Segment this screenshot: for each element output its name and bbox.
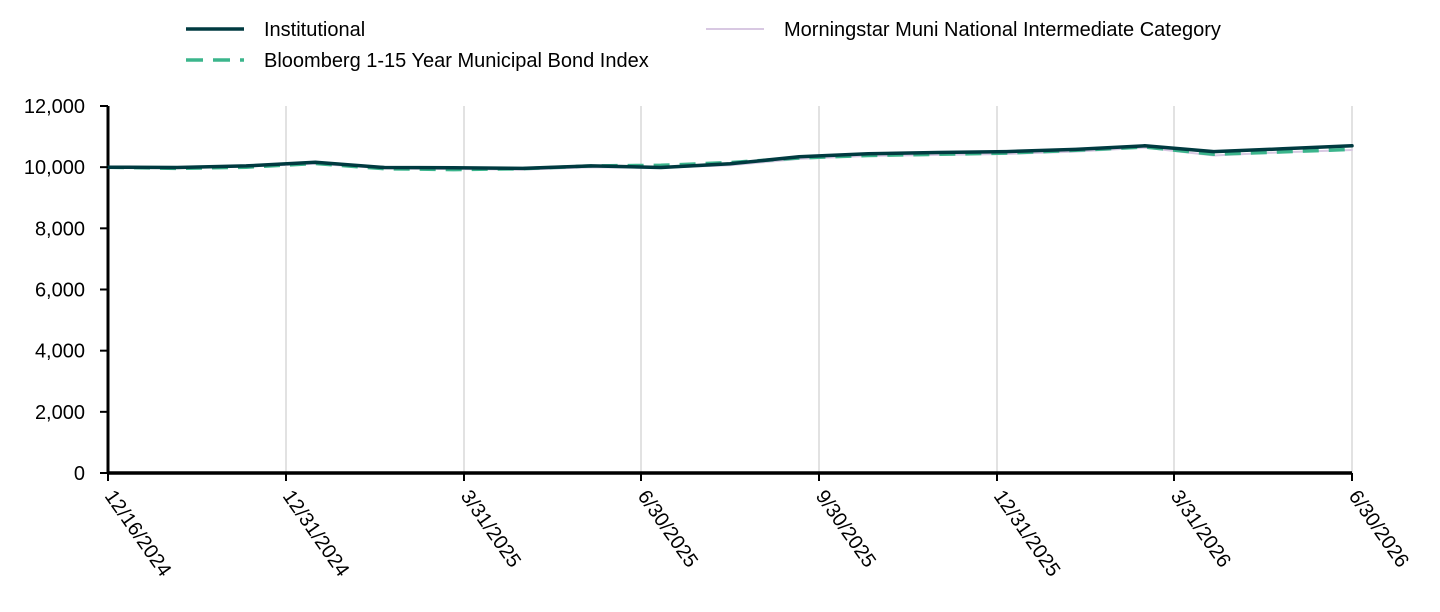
x-tick-label: 3/31/2026	[1166, 486, 1235, 572]
y-tick-label: 0	[74, 463, 85, 485]
grid-lines	[285, 106, 1353, 473]
legend: Institutional Bloomberg 1-15 Year Municip…	[186, 19, 1221, 72]
x-tick-labels: 12/16/2024 12/31/2024 3/31/2025 6/30/2025 9/…	[100, 473, 1413, 581]
legend-label: Morningstar Muni National Intermediate C…	[784, 19, 1221, 41]
x-tick-label: 12/31/2025	[989, 486, 1064, 581]
series-line-institutional	[106, 144, 1354, 171]
y-tick-labels: 0 2,000 4,000 6,000 8,000 10,000 12,000	[24, 96, 108, 485]
series-lines	[106, 144, 1354, 172]
y-tick-label: 10,000	[24, 157, 85, 179]
y-tick-label: 4,000	[35, 341, 85, 363]
y-tick-label: 8,000	[35, 218, 85, 240]
x-tick-label: 12/31/2024	[278, 486, 353, 581]
axes	[106, 106, 1352, 475]
legend-label: Institutional	[264, 19, 365, 41]
x-tick-label: 12/16/2024	[100, 486, 175, 581]
x-tick-label: 6/30/2025	[633, 486, 702, 572]
y-tick-label: 6,000	[35, 280, 85, 302]
x-tick-label: 9/30/2025	[811, 486, 880, 572]
x-tick-label: 3/31/2025	[456, 486, 525, 572]
x-tick-label: 6/30/2026	[1344, 486, 1413, 572]
y-tick-label: 12,000	[24, 96, 85, 118]
legend-label: Bloomberg 1-15 Year Municipal Bond Index	[264, 50, 649, 72]
y-tick-label: 2,000	[35, 402, 85, 424]
